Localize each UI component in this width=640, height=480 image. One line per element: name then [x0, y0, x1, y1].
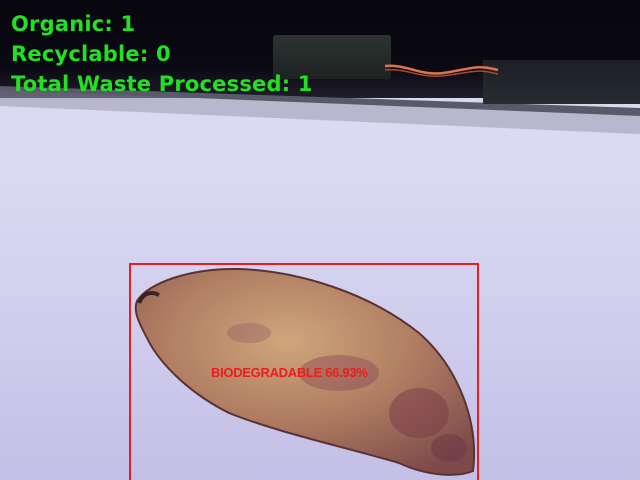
detection-label: BIODEGRADABLE 66.93%: [211, 365, 368, 380]
total-count: 1: [297, 72, 313, 96]
recyclable-counter: Recyclable: 0: [11, 42, 171, 66]
organic-counter: Organic: 1: [11, 12, 135, 36]
detection-bounding-box: [129, 263, 479, 480]
organic-count: 1: [120, 12, 136, 36]
background-wire: [384, 64, 499, 77]
organic-label: Organic:: [11, 12, 114, 36]
total-waste-counter: Total Waste Processed: 1: [11, 72, 313, 96]
detected-object-banana: [134, 267, 475, 476]
shelf-ledge: [0, 86, 640, 134]
recyclable-label: Recyclable:: [11, 42, 149, 66]
background-device-right: [483, 60, 640, 104]
total-label: Total Waste Processed:: [11, 72, 291, 96]
recyclable-count: 0: [155, 42, 171, 66]
background-device-block: [273, 35, 391, 79]
